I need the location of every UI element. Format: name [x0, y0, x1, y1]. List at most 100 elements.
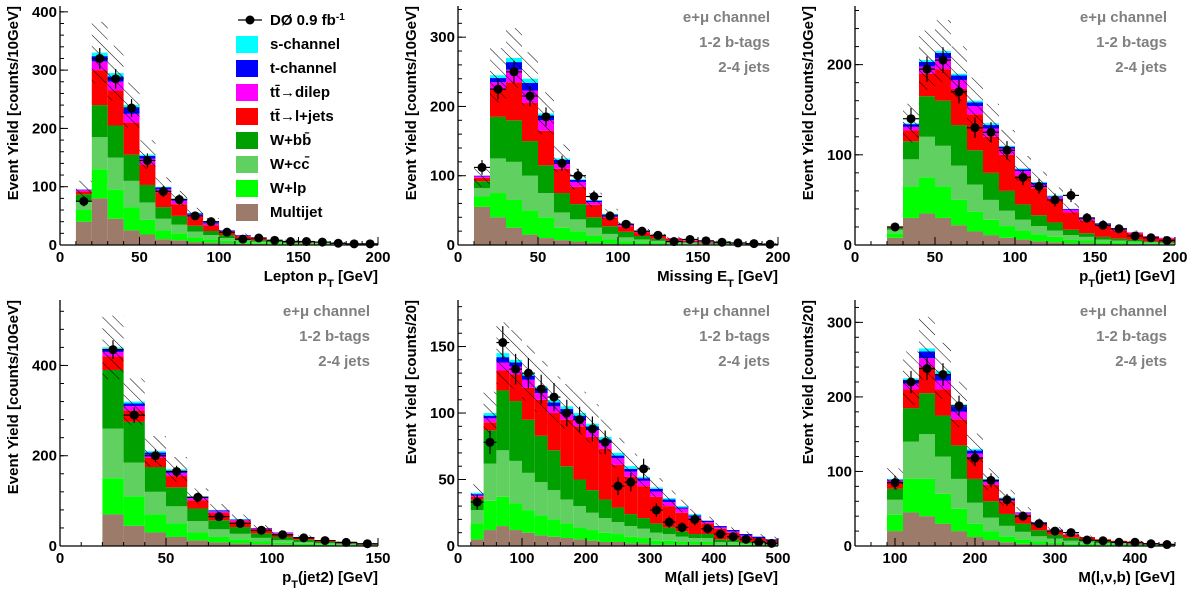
data-point — [890, 222, 900, 232]
y-tick-label: 200 — [32, 120, 57, 137]
data-point — [333, 238, 343, 248]
data-point — [477, 162, 487, 172]
bar-w-bb- — [187, 225, 204, 232]
bar-w-lp — [272, 542, 294, 545]
data-point — [626, 477, 636, 487]
bar-w-bb- — [250, 533, 272, 538]
x-axis-label: Missing ET [GeV] — [657, 268, 778, 290]
bar-w-cc- — [547, 490, 561, 520]
bar-w-bb- — [102, 369, 124, 429]
data-point — [690, 514, 700, 524]
channel-annotation: e+μ channel — [683, 9, 770, 26]
x-axis-label: pT(jet1) [GeV] — [1079, 268, 1175, 290]
bar-w-lp — [102, 478, 124, 515]
bar-w-cc- — [919, 434, 935, 479]
x-tick-label: 100 — [882, 550, 907, 567]
bar-w-bb- — [714, 539, 727, 543]
channel-annotation: 1-2 b-tags — [699, 34, 770, 51]
data-point — [525, 91, 535, 101]
bar-tt-l-jets — [139, 164, 156, 185]
bar-multijet — [688, 544, 702, 546]
bar-w-lp — [983, 531, 999, 541]
bar-w-lp — [123, 496, 145, 526]
data-point — [541, 112, 551, 122]
bar-w-lp — [650, 242, 666, 245]
bar-w-bb- — [935, 415, 951, 457]
legend-label: W+cc̄ — [270, 155, 310, 173]
data-point — [970, 123, 980, 133]
bar-multijet — [1015, 543, 1031, 546]
bar-w-lp — [229, 539, 251, 544]
bar-w-cc- — [624, 526, 638, 537]
bar-w-lp — [586, 235, 602, 243]
bar-w-lp — [470, 523, 484, 540]
data-point — [906, 377, 916, 387]
bar-w-bb- — [554, 193, 570, 213]
chart-panel-2: 0 50 100 150 200 0 100 200 300 Missing ET [GeV] Ev… — [403, 6, 791, 290]
data-point — [637, 226, 647, 236]
bar-w-cc- — [662, 534, 676, 541]
uncertainty-band — [75, 180, 92, 199]
x-tick-label: 0 — [851, 249, 859, 266]
data-point — [193, 492, 203, 502]
y-tick-label: 400 — [32, 4, 57, 21]
data-point — [1114, 537, 1124, 547]
bar-multijet — [1015, 239, 1031, 245]
bar-w-lp — [935, 493, 951, 524]
bar-w-cc- — [229, 533, 251, 540]
bar-w-cc- — [1015, 219, 1031, 231]
bar-w-cc- — [999, 525, 1015, 537]
bar-w-cc- — [506, 161, 522, 200]
bar-w-cc- — [483, 463, 497, 501]
bar-w-cc- — [714, 542, 727, 545]
bar-w-cc- — [474, 188, 490, 197]
bar-w-lp — [1015, 539, 1031, 544]
legend-swatch — [236, 108, 258, 125]
bar-multijet — [903, 217, 919, 245]
data-point — [715, 529, 725, 539]
data-point — [299, 533, 309, 543]
bar-w-cc- — [203, 235, 219, 240]
x-tick-label: 200 — [573, 550, 598, 567]
bar-multijet — [967, 231, 983, 245]
bar-w-cc- — [490, 158, 506, 194]
data-point — [613, 481, 623, 491]
bar-w-lp — [219, 240, 235, 244]
data-point — [1002, 495, 1012, 505]
y-tick-label: 50 — [438, 472, 455, 489]
x-axis-label: Lepton pT [GeV] — [264, 268, 378, 290]
bar-multijet — [107, 218, 124, 245]
bar-w-lp — [490, 193, 506, 218]
data-point — [1162, 540, 1172, 550]
data-point — [1130, 231, 1140, 241]
data-point — [1050, 526, 1060, 536]
bar-multijet — [123, 525, 145, 546]
bar-w-bb- — [208, 520, 230, 530]
bar-multijet — [474, 206, 490, 245]
bar-multijet — [547, 536, 561, 546]
bar-w-bb- — [919, 96, 935, 137]
bar-w-bb- — [951, 125, 967, 166]
bar-tt-l-jets — [586, 436, 599, 491]
x-tick-label: 150 — [1082, 249, 1107, 266]
bar-tt-l-jets — [1079, 220, 1095, 234]
bar-multijet — [701, 544, 714, 546]
bar-multijet — [506, 227, 522, 245]
y-axis-label: Event Yield [counts/10GeV] — [5, 300, 22, 494]
bar-w-cc- — [534, 482, 548, 516]
y-tick-label: 100 — [430, 405, 455, 422]
bar-w-cc- — [171, 224, 188, 234]
bar-w-cc- — [967, 502, 983, 524]
bar-w-bb- — [229, 527, 251, 534]
uncertainty-band — [470, 484, 484, 502]
y-axis-label: Event Yield [counts/20] — [800, 300, 817, 464]
data-point — [1098, 536, 1108, 546]
bar-multijet — [171, 240, 188, 245]
bar-multijet — [522, 532, 535, 546]
chart-panel-6: 100 200 300 400 0 100 200 300 M(l,ν,b) [GeV] Even… — [800, 300, 1176, 586]
bar-w-lp — [547, 519, 561, 537]
x-tick-label: 200 — [765, 249, 790, 266]
x-axis-label: M(l,ν,b) [GeV] — [1078, 569, 1175, 586]
data-point — [235, 518, 245, 528]
data-point — [1146, 539, 1156, 549]
